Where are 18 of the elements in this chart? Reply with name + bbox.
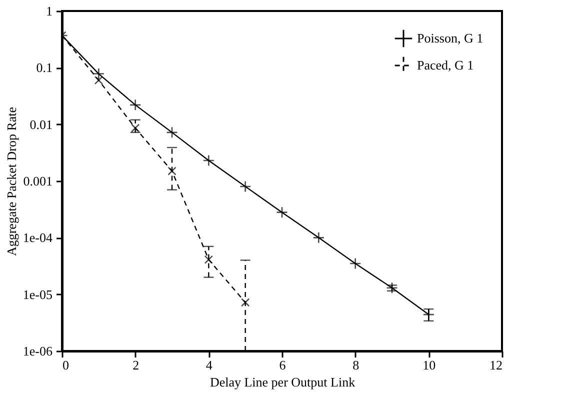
x-axis-title: Delay Line per Output Link — [210, 374, 356, 390]
x-tick-label: 2 — [132, 358, 140, 372]
x-tick-label: 0 — [62, 358, 69, 372]
y-axis-title: Aggregate Packet Drop Rate — [4, 106, 19, 256]
x-tick-label: 4 — [206, 358, 213, 372]
x-tick-label: 8 — [352, 358, 360, 372]
y-tick-label: 1e-05 — [22, 286, 52, 302]
x-tick-label: 12 — [490, 358, 502, 372]
legend-label: Paced, G 1 — [417, 58, 474, 72]
y-tick-label: 0.01 — [30, 116, 52, 132]
y-tick-label: 0.1 — [36, 60, 52, 76]
y-tick-label: 1 — [46, 4, 52, 18]
x-tick-label: 10 — [422, 358, 436, 372]
y-tick-label: 1e-04 — [22, 230, 53, 246]
x-tick-label: 6 — [279, 358, 286, 372]
legend-label: Poisson, G 1 — [417, 30, 484, 46]
y-tick-label: 0.001 — [23, 174, 52, 188]
y-tick-label: 1e-06 — [22, 344, 53, 358]
